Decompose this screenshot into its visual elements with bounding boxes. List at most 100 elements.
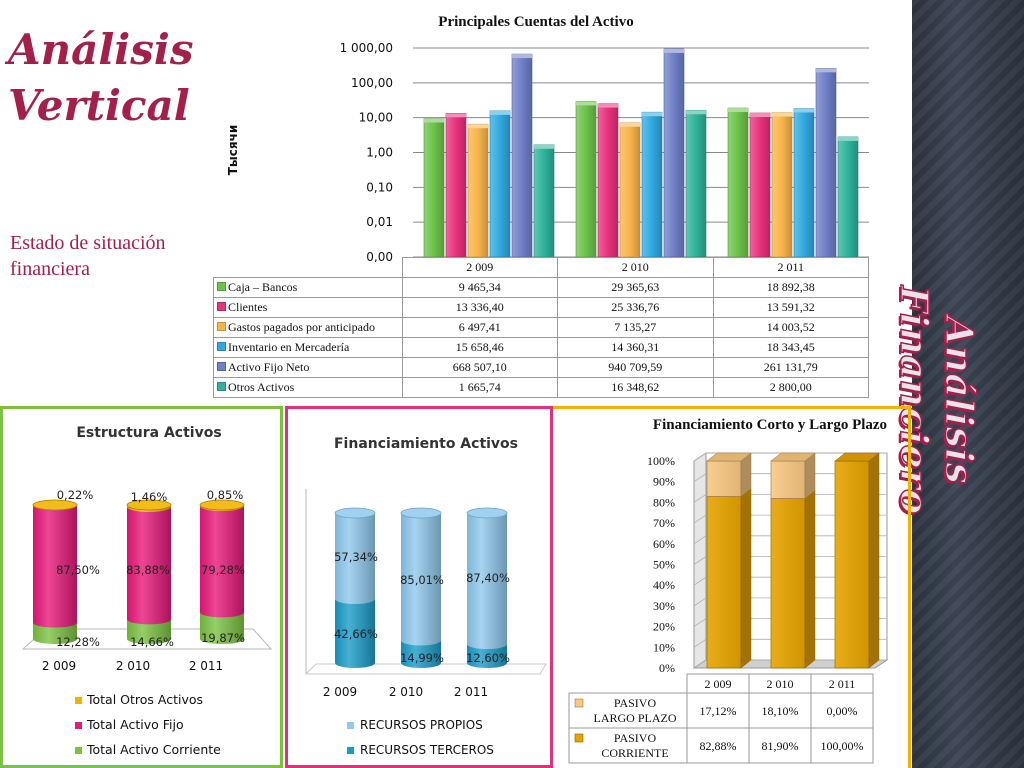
gridline-side [693,618,707,627]
bar-pasivo-corriente-2-010 [770,489,816,669]
legend-label-line1: PASIVO [614,696,657,710]
cylinder-total-activo-corriente-2-010-bottom [127,634,171,644]
legend-swatch [574,698,584,708]
table-cell: 82,88% [700,739,737,753]
table-cell: 14 360,31 [557,337,714,358]
y-tick-label: 10% [653,640,675,654]
table-cell-box [568,692,688,729]
bar-pasivo-corriente-2-011 [834,452,880,669]
table-cell: 0,00% [827,704,858,718]
table-header-row: 2 009 2 010 2 011 [213,257,869,278]
y-tick-label: 60% [653,537,675,551]
cylinder-top-2-009 [334,507,376,519]
table-cell: 7 135,27 [557,317,714,338]
x-tick-label: 2 011 [454,685,488,699]
bar-pasivo-largo-plazo-2-010 [770,452,816,499]
cylinder-recursos-propios-2-009-body [335,513,375,600]
bar-cap [816,68,836,73]
bar-inventario-en-mercaderia-2-011 [793,108,815,258]
y-tick-label: 70% [653,516,675,530]
cylinder-recursos-propios-2-009 [335,513,375,605]
bar-cap [620,122,640,127]
bar-front [834,460,870,669]
gridline-side [693,514,707,524]
gridline-side [693,473,707,483]
gridline-side [693,659,707,669]
data-label-total-otros-activos-2-009: 0,22% [57,488,94,502]
data-label-recursos-terceros-2-010: 14,99% [400,651,444,665]
cylinder-top-2-011 [199,499,245,511]
bar-side [804,489,816,669]
legend-swatch [347,722,354,729]
cylinder-total-activo-fijo-2-011 [200,506,244,618]
financiamiento-activos-panel: Financiamiento Activos 42,66% 57,34% 2 009 1… [285,406,553,768]
bar-gastos-pagados-por-anticipado-2-009 [467,123,489,258]
bar-cap [838,136,858,141]
bar-top-2-009 [706,452,752,462]
table-cell: 9 465,34 [401,277,558,298]
table-cell: 18 892,38 [712,277,869,298]
bar-cap [794,108,814,113]
y-tick-label: 0,10 [366,180,393,194]
y-tick-label: 20% [653,620,675,634]
bar-top-2-011 [834,452,880,462]
data-label-recursos-propios-2-009: 57,34% [334,550,378,564]
y-tick-label: 10,00 [359,111,393,125]
financiamiento-activos-chart: Financiamiento Activos 42,66% 57,34% 2 009 1… [304,436,547,757]
data-label-total-otros-activos-2-011: 0,85% [207,488,244,502]
side-decoration: Análisis Financiero [891,0,1024,768]
cylinder-top-2-009 [32,499,78,511]
legend-label: Clientes [228,300,268,314]
table-cell: 1 665,74 [401,377,558,398]
legend-swatch [217,342,226,351]
cylinder-total-activo-corriente-2-011 [200,612,244,644]
table-cell: 2 800,00 [712,377,869,398]
slide-subtitle-line2: financiera [10,258,90,280]
data-label-total-activo-corriente-2-009: 12,28% [56,635,100,649]
table-cell-box [748,727,812,764]
bar-cap [424,118,444,123]
data-label-total-activo-corriente-2-010: 14,66% [130,635,174,649]
chart-title: Estructura Activos [76,425,221,441]
bar-inventario-en-mercaderia-2-010 [641,111,663,258]
gridline-side [693,556,707,565]
table-cell: 6 497,41 [401,317,558,338]
slide-title-line1: Análisis [8,25,194,74]
legend-swatch [217,302,226,311]
cylinder-recursos-propios-2-011-body [467,513,507,645]
table-cell: 25 336,76 [557,297,714,318]
chart-title: Financiamiento Activos [334,436,518,452]
bar-cap [686,110,706,115]
legend-label: Total Activo Corriente [86,742,221,757]
bar-cap [664,48,684,53]
bar-inventario-en-mercaderia-2-009 [489,110,511,258]
data-label-recursos-propios-2-010: 85,01% [400,573,444,587]
legend-swatch [347,747,354,754]
bar-otros-activos-2-010 [685,109,707,258]
legend-label: Otros Activos [228,380,295,394]
cylinder-recursos-propios-2-010 [401,513,441,646]
legend-swatch [75,722,82,729]
table-cell: 100,00% [821,739,864,753]
data-label-recursos-terceros-2-011: 12,60% [466,651,510,665]
gridline-side [693,535,707,545]
legend-swatch [75,747,82,754]
table-cell: 29 365,63 [557,277,714,298]
legend-label: Inventario en Mercadería [228,340,350,354]
cylinder-total-activo-fijo-2-011-body [200,506,244,613]
x-tick-label: 2 010 [116,659,150,673]
principal-accounts-table: 2 009 2 010 2 011 Caja – Bancos 9 465,34 29 3… [213,257,869,398]
table-header-cell: 2 010 [767,677,794,691]
cylinder-recursos-terceros-2-010 [401,640,441,668]
bar-clientes-2-011 [749,112,771,258]
cylinder-recursos-terceros-2-010-body [401,640,441,663]
cylinder-recursos-propios-2-011 [467,513,507,650]
y-tick-label: 90% [653,475,675,489]
cylinder-total-activo-corriente-2-011-bottom [200,634,244,644]
bar-pasivo-corriente-2-009 [706,487,752,669]
table-row: Otros Activos 1 665,74 16 348,62 2 800,00 [213,377,869,398]
bar-front [770,460,806,499]
gridline-side [693,597,707,607]
bar-side [740,487,752,669]
cylinder-total-activo-fijo-2-009-bottom [33,617,77,628]
